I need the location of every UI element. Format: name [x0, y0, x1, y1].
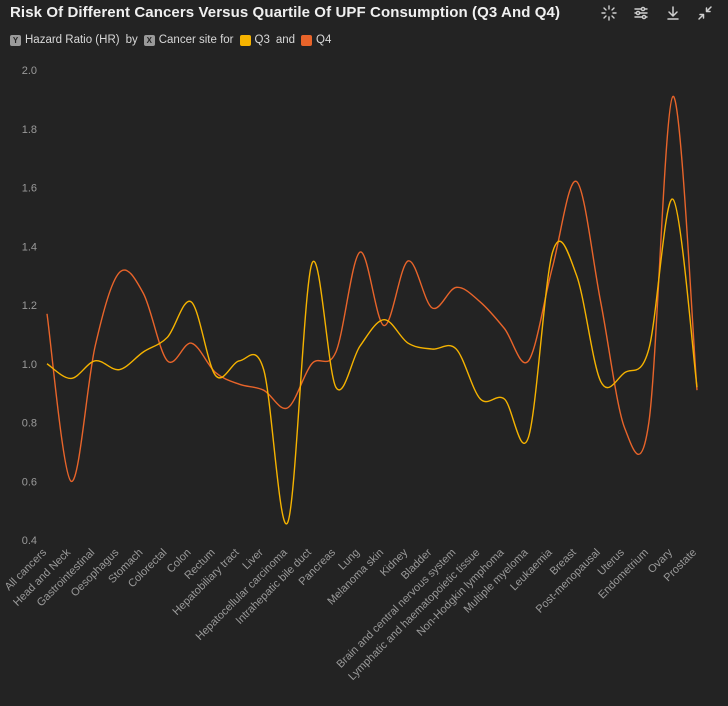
data-point-q3[interactable]: [406, 341, 410, 345]
data-point-q3[interactable]: [550, 250, 554, 254]
data-point-q4[interactable]: [623, 426, 627, 430]
data-point-q3[interactable]: [261, 367, 265, 371]
data-point-q4[interactable]: [261, 388, 265, 392]
series-line-q4[interactable]: [46, 95, 698, 482]
data-point-q3[interactable]: [574, 273, 578, 277]
y-tick-label: 0.4: [22, 535, 37, 547]
data-point-q3[interactable]: [310, 262, 314, 266]
data-point-q3[interactable]: [286, 520, 290, 524]
legend-by: by: [125, 34, 138, 46]
y-tick-label: 1.4: [22, 241, 37, 253]
data-point-q4[interactable]: [647, 420, 651, 424]
y-tick-label: 2.0: [22, 65, 37, 77]
data-point-q4[interactable]: [286, 406, 290, 410]
data-point-q4[interactable]: [93, 344, 97, 348]
data-point-q4[interactable]: [69, 479, 73, 483]
legend-item-q3[interactable]: Q3: [239, 34, 276, 46]
data-point-q4[interactable]: [382, 323, 386, 327]
data-point-q3[interactable]: [526, 435, 530, 439]
data-point-q4[interactable]: [237, 382, 241, 386]
data-point-q4[interactable]: [430, 306, 434, 310]
data-point-q3[interactable]: [165, 335, 169, 339]
data-point-q3[interactable]: [237, 359, 241, 363]
y-tick-label: 0.6: [22, 476, 37, 488]
download-icon[interactable]: [664, 4, 682, 22]
data-point-q3[interactable]: [695, 385, 699, 389]
data-point-q4[interactable]: [189, 341, 193, 345]
data-point-q4[interactable]: [502, 326, 506, 330]
data-point-q4[interactable]: [574, 179, 578, 183]
data-point-q3[interactable]: [141, 350, 145, 354]
data-point-q3[interactable]: [623, 370, 627, 374]
data-point-q4[interactable]: [358, 250, 362, 254]
data-point-q3[interactable]: [430, 347, 434, 351]
data-point-q3[interactable]: [454, 347, 458, 351]
data-point-q4[interactable]: [334, 350, 338, 354]
data-point-q4[interactable]: [117, 270, 121, 274]
collapse-icon[interactable]: [696, 4, 714, 22]
data-point-q3[interactable]: [69, 376, 73, 380]
data-point-q3[interactable]: [502, 397, 506, 401]
x-field-label: Cancer site for: [158, 34, 234, 46]
legend-item-q4[interactable]: Q4: [301, 34, 337, 46]
y-tick-label: 1.2: [22, 300, 37, 312]
data-point-q3[interactable]: [671, 197, 675, 201]
data-point-q4[interactable]: [454, 285, 458, 289]
data-point-q3[interactable]: [382, 317, 386, 321]
chart-title: Risk Of Different Cancers Versus Quartil…: [10, 4, 561, 21]
y-field-icon: Y: [10, 34, 21, 46]
data-point-q4[interactable]: [526, 359, 530, 363]
legend-and: and: [275, 34, 296, 46]
y-tick-label: 1.8: [22, 124, 37, 136]
data-point-q4[interactable]: [406, 259, 410, 263]
data-point-q3[interactable]: [213, 373, 217, 377]
series-line-q3[interactable]: [46, 198, 698, 525]
data-point-q3[interactable]: [93, 359, 97, 363]
data-point-q4[interactable]: [310, 362, 314, 366]
data-point-q4[interactable]: [550, 265, 554, 269]
data-point-q3[interactable]: [45, 362, 49, 366]
data-point-q3[interactable]: [647, 347, 651, 351]
data-point-q3[interactable]: [189, 300, 193, 304]
legend-swatch-q3: [239, 34, 251, 46]
y-tick-label: 0.8: [22, 418, 37, 430]
data-point-q4[interactable]: [671, 94, 675, 98]
chart-toolbar: [600, 4, 714, 22]
data-point-q3[interactable]: [358, 344, 362, 348]
legend-label-q3: Q3: [254, 34, 270, 46]
data-point-q4[interactable]: [45, 312, 49, 316]
data-point-q3[interactable]: [117, 367, 121, 371]
sliders-icon[interactable]: [632, 4, 650, 22]
data-point-q3[interactable]: [599, 379, 603, 383]
chart-legend: Y Hazard Ratio (HR) by X Cancer site for…: [10, 34, 337, 46]
data-point-q4[interactable]: [141, 291, 145, 295]
data-point-q4[interactable]: [165, 359, 169, 363]
data-point-q4[interactable]: [599, 300, 603, 304]
y-tick-label: 1.0: [22, 359, 37, 371]
sparkle-icon[interactable]: [600, 4, 618, 22]
legend-label-q4: Q4: [316, 34, 332, 46]
x-field-icon: X: [143, 34, 155, 46]
data-point-q3[interactable]: [478, 397, 482, 401]
data-point-q4[interactable]: [478, 300, 482, 304]
data-point-q3[interactable]: [334, 385, 338, 389]
y-field-label: Hazard Ratio (HR): [25, 34, 120, 46]
y-tick-label: 1.6: [22, 183, 37, 195]
legend-swatch-q4: [301, 34, 313, 46]
